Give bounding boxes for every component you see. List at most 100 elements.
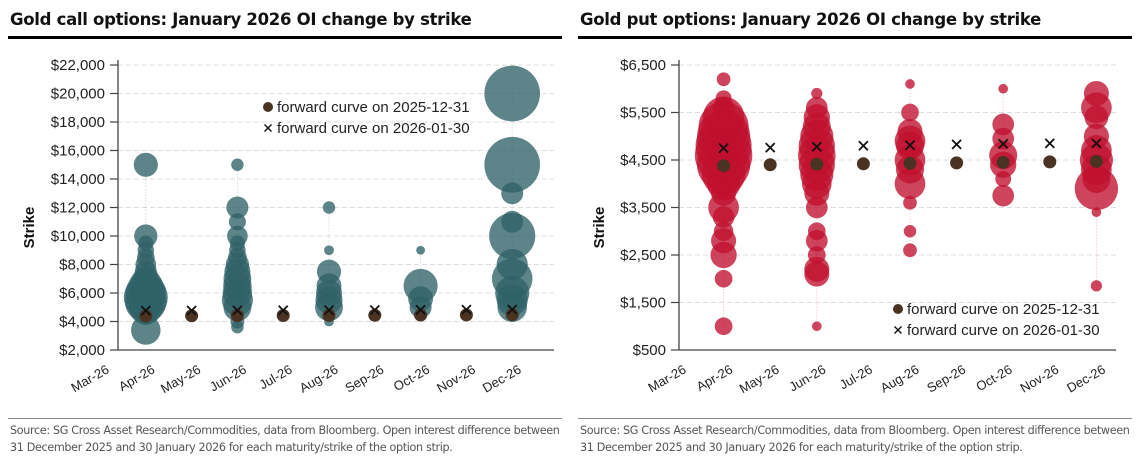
y-tick-label: $4,000	[59, 314, 105, 331]
x-stroke	[507, 304, 518, 315]
x-stroke	[998, 138, 1009, 149]
oi-bubble	[903, 243, 917, 258]
x-tick-label: May-26	[158, 362, 203, 397]
oi-bubble	[496, 248, 528, 281]
forward-x-marker	[232, 305, 243, 316]
oi-bubble	[713, 221, 734, 241]
title-rule	[8, 36, 562, 39]
chart-title: Gold call options: January 2026 OI chang…	[10, 10, 472, 29]
put-options-chart: $500 $1,500 $2,500 $3,500 $4,500 $5,500 $6,500…	[591, 57, 1119, 397]
forward-dot	[1089, 154, 1103, 168]
forward-dot	[1043, 155, 1057, 169]
forward-x-marker	[765, 142, 776, 153]
forward-x-marker	[1044, 138, 1055, 149]
oi-bubble	[903, 195, 917, 210]
forward-dot	[856, 157, 870, 171]
oi-bubble	[715, 90, 732, 107]
x-tick-label: Jun-26	[207, 362, 249, 395]
oi-bubble	[133, 152, 158, 177]
y-tick-label: $22,000	[51, 57, 105, 74]
forward-x-marker	[278, 305, 289, 316]
x-tick-label: Apr-26	[116, 362, 157, 395]
legend-dot-icon	[893, 304, 903, 314]
x-tick-label: Aug-26	[878, 362, 922, 396]
oi-bubble	[712, 206, 735, 228]
oi-bubble	[231, 320, 244, 334]
oi-bubble	[489, 212, 536, 260]
y-tick-label: $16,000	[51, 143, 105, 160]
oi-bubble	[229, 235, 246, 251]
x-stroke	[232, 305, 243, 316]
forward-curve-2025-12-31	[717, 154, 1103, 173]
oi-bubble	[1091, 207, 1102, 218]
oi-bubble	[716, 72, 731, 87]
oi-bubble	[484, 65, 541, 122]
oi-bubble	[231, 158, 244, 171]
oi-bubble	[1082, 165, 1111, 193]
y-tick-label: $14,000	[51, 171, 105, 188]
x-tick-label: Jul-26	[257, 362, 295, 393]
source-rule	[8, 418, 562, 419]
x-tick-label: Nov-26	[1017, 362, 1061, 396]
x-tick-label: Apr-26	[694, 362, 735, 395]
y-tick-label: $8,000	[59, 257, 105, 274]
y-axis-title: Strike	[591, 207, 608, 249]
x-tick-label: Mar-26	[68, 362, 111, 396]
oi-bubble	[998, 83, 1009, 94]
x-stroke	[278, 305, 289, 316]
forward-dot	[903, 156, 917, 170]
legend-x-icon	[894, 326, 902, 334]
oi-bubble	[995, 171, 1012, 187]
forward-x-marker	[461, 304, 472, 315]
forward-x-marker	[904, 140, 916, 151]
y-tick-label: $18,000	[51, 114, 105, 131]
y-tick-label: $5,500	[620, 105, 666, 122]
oi-bubble	[1090, 280, 1102, 292]
y-tick-label: $10,000	[51, 228, 105, 245]
oi-bubble	[138, 235, 154, 251]
oi-bubble	[1083, 80, 1109, 107]
x-tick-label: May-26	[737, 362, 782, 397]
y-tick-label: $3,500	[620, 200, 666, 217]
oi-bubble	[897, 118, 923, 145]
x-stroke	[323, 304, 335, 316]
oi-bubble	[714, 317, 733, 336]
oi-bubble	[992, 184, 1015, 207]
oi-bubble	[324, 245, 334, 256]
forward-x-marker	[140, 305, 151, 316]
gridlines	[671, 64, 1116, 351]
forward-dot	[810, 157, 824, 171]
oi-bubble	[714, 269, 733, 288]
oi-bubble	[805, 196, 828, 219]
forward-x-marker	[323, 304, 335, 316]
oi-bubble	[501, 182, 524, 205]
legend: forward curve on 2025-12-31 forward curve…	[263, 99, 470, 137]
oi-bubble	[1083, 123, 1109, 149]
oi-bubble	[905, 79, 915, 89]
chart-title: Gold put options: January 2026 OI change…	[580, 10, 1042, 29]
y-tick-label: $1,500	[620, 295, 666, 312]
source-note: Source: SG Cross Asset Research/Commodit…	[10, 424, 560, 454]
oi-bubble	[501, 210, 524, 233]
y-tick-label: $20,000	[51, 86, 105, 103]
oi-bubble	[711, 180, 737, 206]
forward-x-marker	[858, 140, 869, 151]
x-stroke	[140, 305, 151, 316]
oi-bubble	[1084, 105, 1109, 130]
put-options-panel: Gold put options: January 2026 OI change…	[576, 0, 1138, 470]
forward-x-marker	[1091, 138, 1102, 149]
x-stroke	[811, 141, 822, 152]
oi-bubble	[226, 196, 249, 219]
x-tick-label: Oct-26	[391, 362, 432, 394]
legend-label: forward curve on 2025-12-31	[277, 99, 470, 116]
x-stroke	[369, 304, 380, 316]
forward-curve-2026-01-30	[140, 304, 518, 316]
legend-label: forward curve on 2025-12-31	[907, 301, 1100, 318]
legend: forward curve on 2025-12-31 forward curve…	[893, 301, 1100, 339]
call-options-chart: $2,000 $4,000 $6,000 $8,000 $10,000 $12,000 $1…	[21, 57, 554, 397]
x-stroke	[904, 140, 916, 151]
oi-bubble	[416, 245, 425, 255]
x-stroke	[1044, 138, 1055, 149]
x-stroke	[415, 304, 426, 315]
legend-dot-icon	[263, 102, 273, 112]
